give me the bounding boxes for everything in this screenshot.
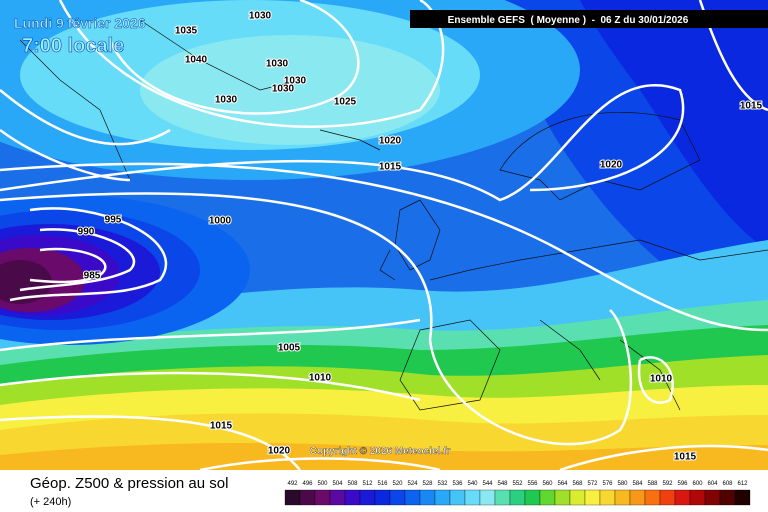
scale-label: 532 <box>437 481 448 487</box>
scale-label: 528 <box>422 481 433 487</box>
scale-label: 596 <box>677 481 688 487</box>
scale-swatch <box>704 489 721 506</box>
scale-label: 592 <box>662 481 673 487</box>
scale-swatch <box>554 489 571 506</box>
scale-label: 604 <box>707 481 718 487</box>
scale-label: 512 <box>362 481 373 487</box>
scale-swatch <box>539 489 556 506</box>
scale-label: 544 <box>482 481 493 487</box>
scale-swatch <box>569 489 586 506</box>
isobar-label: 1030 <box>249 11 272 22</box>
isobar-label: 1030 <box>215 95 238 106</box>
isobar-label: 1000 <box>209 216 232 227</box>
color-scale: 492 496 500 504 508 512 516 520 524 528 532 536 540 5… <box>284 481 751 506</box>
scale-label: 584 <box>632 481 643 487</box>
scale-swatch <box>479 489 496 506</box>
isobar-label: 985 <box>84 271 101 282</box>
time: 7:00 locale <box>22 35 124 57</box>
scale-swatch <box>584 489 601 506</box>
scale-swatch <box>359 489 376 506</box>
scale-swatch <box>389 489 406 506</box>
scale-swatch <box>689 489 706 506</box>
scale-swatch <box>284 489 301 506</box>
scale-label: 540 <box>467 481 478 487</box>
isobar-label: 1020 <box>268 446 291 457</box>
scale-swatch <box>464 489 481 506</box>
isobar-label: 1010 <box>309 373 332 384</box>
scale-swatch <box>734 489 751 506</box>
scale-swatch <box>449 489 466 506</box>
scale-swatch <box>524 489 541 506</box>
isobar-label: 1010 <box>650 374 673 385</box>
scale-swatch <box>419 489 436 506</box>
scale-label: 524 <box>407 481 418 487</box>
scale-label: 576 <box>602 481 613 487</box>
footer-title: Géop. Z500 & pression au sol <box>30 475 228 492</box>
isobar-label: 1005 <box>278 343 301 354</box>
isobar-label: 1030 <box>272 84 295 95</box>
copyright: Copyright © 2026 Meteociel.fr <box>310 446 451 457</box>
isobar-label: 995 <box>105 215 122 226</box>
isobar-label: 1020 <box>379 136 402 147</box>
isobar-label: 1040 <box>185 55 208 66</box>
isobar-label: 1035 <box>175 26 198 37</box>
scale-label: 568 <box>572 481 583 487</box>
scale-label: 552 <box>512 481 523 487</box>
scale-swatch <box>299 489 316 506</box>
scale-swatch <box>509 489 526 506</box>
scale-label: 556 <box>527 481 538 487</box>
isobar-label: 1015 <box>740 101 763 112</box>
scale-label: 504 <box>332 481 343 487</box>
isobar-label: 1030 <box>284 76 307 87</box>
scale-label: 600 <box>692 481 703 487</box>
scale-swatch <box>674 489 691 506</box>
isobar-label: 1015 <box>674 452 697 463</box>
scale-label: 548 <box>497 481 508 487</box>
run-title: Ensemble GEFS ( Moyenne ) - 06 Z du 30/0… <box>448 15 689 26</box>
isobar-label: 1015 <box>379 162 402 173</box>
isobar-label: 1025 <box>334 97 357 108</box>
scale-swatch <box>374 489 391 506</box>
scale-label: 564 <box>557 481 568 487</box>
scale-label: 572 <box>587 481 598 487</box>
scale-label: 500 <box>317 481 328 487</box>
scale-swatch <box>344 489 361 506</box>
scale-label: 492 <box>287 481 298 487</box>
scale-label: 588 <box>647 481 658 487</box>
scale-label: 580 <box>617 481 628 487</box>
scale-label: 560 <box>542 481 553 487</box>
scale-swatch <box>614 489 631 506</box>
scale-label: 516 <box>377 481 388 487</box>
run-box <box>410 10 768 28</box>
isobar-label: 1020 <box>600 160 623 171</box>
isobar-label: 990 <box>78 227 95 238</box>
isobar-label: 1015 <box>210 421 233 432</box>
scale-label: 612 <box>737 481 748 487</box>
scale-swatch <box>629 489 646 506</box>
scale-label: 520 <box>392 481 403 487</box>
scale-swatch <box>494 489 511 506</box>
scale-swatch <box>719 489 736 506</box>
scale-swatch <box>329 489 346 506</box>
footer-lead: (+ 240h) <box>30 496 71 508</box>
scale-swatch <box>599 489 616 506</box>
geopotential-field <box>0 0 768 470</box>
scale-label: 536 <box>452 481 463 487</box>
scale-swatch <box>659 489 676 506</box>
scale-label: 496 <box>302 481 313 487</box>
isobar-label: 1030 <box>266 59 289 70</box>
scale-swatch <box>644 489 661 506</box>
isobars <box>0 0 768 446</box>
scale-swatch <box>404 489 421 506</box>
date: Lundi 9 février 2026 <box>14 15 146 31</box>
scale-label: 508 <box>347 481 358 487</box>
scale-swatch <box>314 489 331 506</box>
scale-swatch <box>434 489 451 506</box>
scale-label: 608 <box>722 481 733 487</box>
